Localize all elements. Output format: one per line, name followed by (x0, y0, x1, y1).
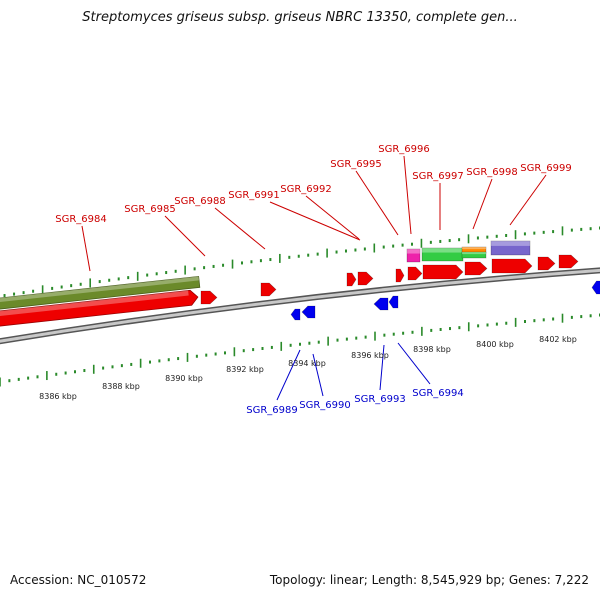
forward-gene-label: SGR_6996 (378, 144, 430, 155)
reverse-gene-arrow (290, 308, 301, 321)
forward-gene-arrow (491, 258, 533, 274)
green-feature-small-shine (462, 252, 486, 255)
map-title: Streptomyces griseus subsp. griseus NBRC… (82, 10, 518, 25)
forward-gene-arrow (537, 256, 556, 271)
genome-summary: Topology: linear; Length: 8,545,929 bp; … (269, 573, 589, 587)
forward-gene-label: SGR_6997 (412, 171, 464, 182)
forward-gene-label: SGR_6999 (520, 163, 572, 174)
reverse-label-leader (379, 344, 385, 391)
reverse-gene-label: SGR_6989 (246, 405, 298, 416)
reverse-gene-arrow (301, 305, 316, 319)
forward-label-leader (472, 178, 493, 230)
purple-feature (490, 240, 531, 256)
forward-gene-arrow (395, 268, 405, 283)
forward-gene-label: SGR_6992 (280, 184, 332, 195)
forward-label-leader (269, 201, 361, 241)
forward-gene-arrow (407, 266, 423, 281)
forward-gene-large (0, 289, 199, 328)
reverse-scale-ticks (0, 313, 600, 387)
reverse-gene-label: SGR_6994 (412, 388, 464, 399)
forward-label-leader (164, 215, 206, 257)
scale-labels: 8386 kbp 8388 kbp 8390 kbp 8392 kbp 8394 kbp… (39, 335, 577, 401)
scale-label: 8402 kbp (539, 335, 577, 344)
forward-gene-arrow (558, 254, 579, 269)
olive-shine (0, 276, 200, 304)
scale-label: 8386 kbp (39, 392, 77, 401)
scale-label: 8398 kbp (413, 345, 451, 354)
reverse-gene-arrow (388, 295, 399, 309)
accession-text: Accession: NC_010572 (10, 573, 147, 587)
forward-gene-label: SGR_6984 (55, 214, 107, 225)
forward-gene-label: SGR_6998 (466, 167, 518, 178)
forward-gene-label: SGR_6985 (124, 204, 176, 215)
forward-scale-ticks (3, 226, 600, 298)
forward-gene-label: SGR_6991 (228, 190, 280, 201)
forward-gene-large-body (0, 289, 199, 328)
forward-label-leader (355, 170, 399, 236)
gene-features (0, 240, 600, 328)
green-feature-shine (422, 248, 463, 253)
reverse-gene-label: SGR_6993 (354, 394, 406, 405)
forward-gene-arrow (200, 290, 218, 305)
label-leaders (81, 155, 547, 401)
reverse-label-leader (312, 353, 324, 397)
scale-label: 8394 kbp (288, 359, 326, 368)
green-feature-small (461, 251, 487, 259)
scale-label: 8400 kbp (476, 340, 514, 349)
forward-label-leader (214, 207, 266, 250)
forward-label-leader (305, 195, 360, 240)
reverse-label-leader (276, 349, 301, 401)
forward-label-leader (403, 155, 412, 235)
forward-gene-label: SGR_6988 (174, 196, 226, 207)
forward-gene-arrow (422, 264, 464, 280)
genome-backbone (0, 267, 600, 345)
scale-label: 8396 kbp (351, 351, 389, 360)
forward-label-leader (509, 174, 547, 226)
olive-feature (0, 275, 201, 311)
reverse-gene-arrow (373, 297, 389, 311)
scale-label: 8388 kbp (102, 382, 140, 391)
olive-bar (0, 275, 201, 311)
magenta-feature-shine (407, 249, 420, 254)
reverse-gene-label: SGR_6990 (299, 400, 351, 411)
gene-labels: SGR_6984 SGR_6985SGR_6988SGR_6991SGR_6992… (55, 144, 572, 416)
forward-label-leader (81, 225, 91, 272)
forward-gene-arrow (464, 261, 488, 276)
scale-label: 8390 kbp (165, 374, 203, 383)
orange-feature-shine (462, 247, 486, 250)
forward-gene-arrow (346, 272, 357, 287)
purple-feature-shine (491, 241, 530, 246)
backbone-fill (0, 268, 600, 343)
forward-gene-label: SGR_6995 (330, 159, 382, 170)
forward-gene-arrow (357, 271, 374, 286)
reverse-gene-arrow (591, 280, 600, 295)
forward-gene-large-shine (0, 290, 189, 318)
forward-gene-arrow (260, 282, 277, 297)
scale-label: 8392 kbp (226, 365, 264, 374)
magenta-feature (406, 248, 421, 263)
reverse-label-leader (397, 342, 431, 385)
